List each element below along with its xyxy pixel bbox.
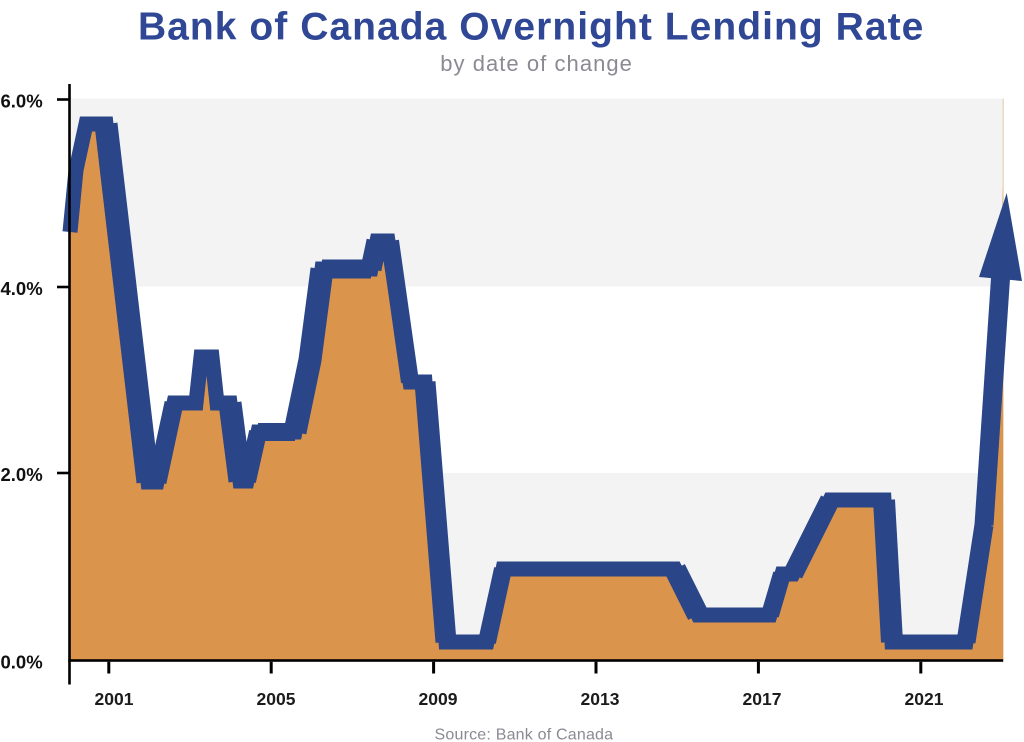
- svg-text:by date of change: by date of change: [440, 51, 633, 76]
- svg-text:0.0%: 0.0%: [1, 652, 43, 673]
- svg-text:2001: 2001: [95, 689, 134, 709]
- svg-text:6.0%: 6.0%: [1, 91, 43, 112]
- svg-text:2021: 2021: [905, 689, 944, 709]
- svg-text:Bank of Canada Overnight Lendi: Bank of Canada Overnight Lending Rate: [138, 5, 924, 48]
- svg-text:2009: 2009: [419, 689, 458, 709]
- svg-text:Source: Bank of Canada: Source: Bank of Canada: [435, 726, 614, 742]
- svg-text:4.0%: 4.0%: [1, 278, 43, 299]
- svg-text:2.0%: 2.0%: [1, 464, 43, 485]
- svg-text:2013: 2013: [581, 689, 620, 709]
- svg-text:2017: 2017: [743, 689, 782, 709]
- svg-text:2005: 2005: [257, 689, 296, 709]
